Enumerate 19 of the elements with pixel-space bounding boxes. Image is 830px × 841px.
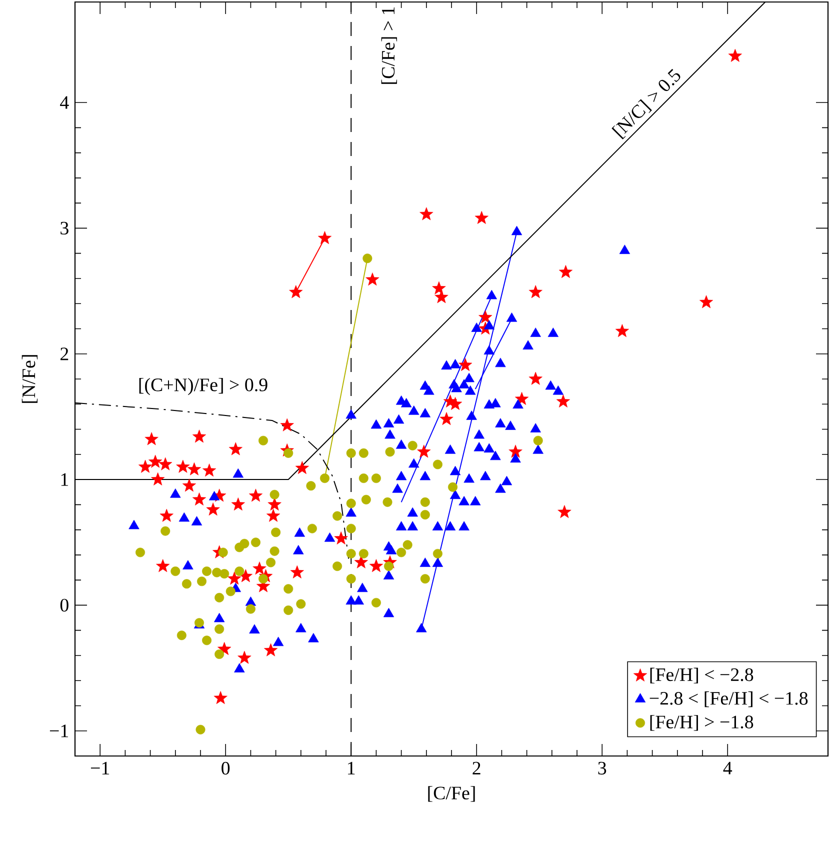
legend-label: [Fe/H] > −1.8	[650, 715, 754, 731]
y-tick-label: 3	[60, 222, 68, 235]
x-tick-label: 0	[222, 762, 230, 775]
y-tick-label: −1	[50, 724, 68, 738]
x-tick-label: 4	[723, 762, 732, 774]
annotation: [(C+N)/Fe] > 0.9	[139, 378, 268, 396]
legend-label: −2.8 < [Fe/H] < −1.8	[650, 691, 808, 708]
x-tick-label: 1	[348, 762, 355, 774]
y-tick-label: 0	[60, 598, 68, 612]
y-tick-label: 2	[60, 348, 68, 360]
ref-line-label: [C/Fe] > 1	[381, 7, 397, 84]
x-tick-label: 3	[598, 762, 606, 775]
x-tick-label: −1	[90, 762, 110, 774]
x-axis-title: [C/Fe]	[428, 786, 475, 802]
legend-label: [Fe/H] < −2.8	[650, 668, 754, 684]
y-tick-label: 4	[60, 96, 69, 109]
y-axis-title: [N/Fe]	[22, 355, 38, 403]
y-tick-label: 1	[61, 473, 68, 486]
x-tick-label: 2	[472, 762, 480, 774]
